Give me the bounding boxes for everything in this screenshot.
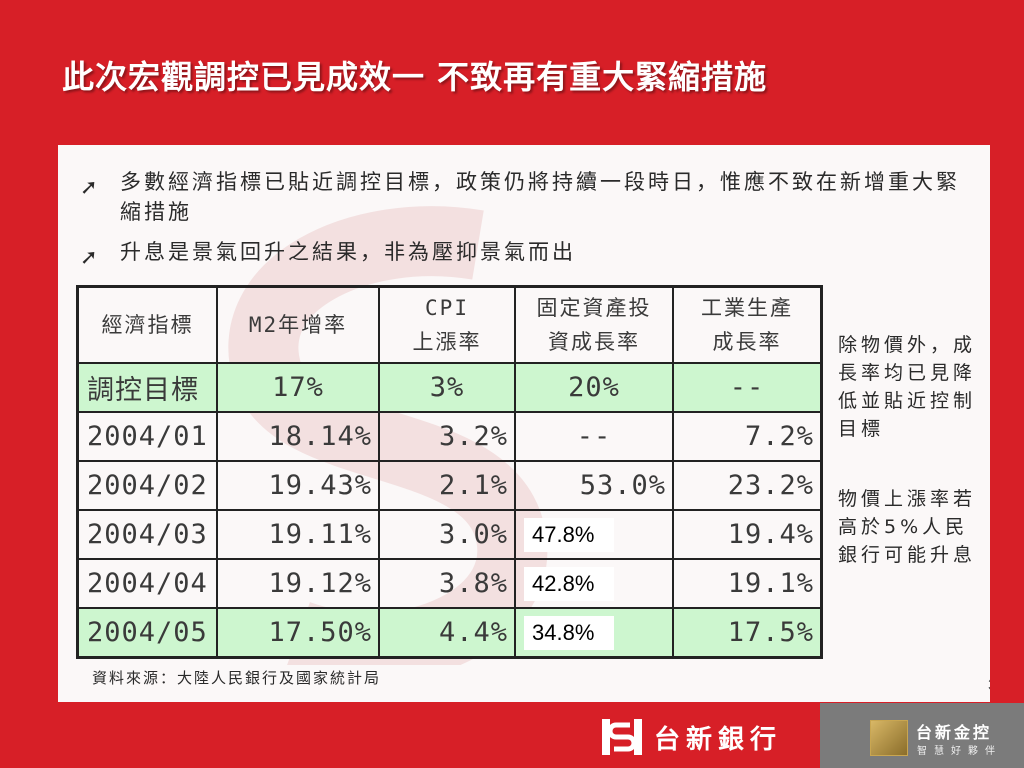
cell-m2: 19.43%: [216, 460, 380, 511]
table-row: 2004/05 17.50% 4.4% 34.8% 17.5%: [76, 607, 823, 659]
cell-fai: 20%: [514, 362, 674, 413]
cell-m2: 17.50%: [216, 607, 380, 659]
bullet-rate-hike: ➚ 升息是景氣回升之結果，非為壓抑景氣而出: [80, 237, 960, 269]
cell-m2: 19.12%: [216, 558, 380, 609]
cell-cpi: 4.4%: [378, 607, 516, 659]
cell-m2: 17%: [216, 362, 380, 413]
header-cpi: CPI 上漲率: [378, 285, 516, 364]
row-label: 2004/04: [76, 558, 218, 609]
holding-brand: 台新金控 智慧好夥伴: [820, 703, 1024, 768]
cell-fai: 34.8%: [514, 607, 674, 659]
row-label: 2004/01: [76, 411, 218, 462]
table-row: 2004/02 19.43% 2.1% 53.0% 23.2%: [76, 460, 823, 511]
footer-bar: 台新銀行 台新金控 智慧好夥伴: [0, 703, 1024, 768]
bank-brand: 台新銀行: [600, 717, 782, 757]
row-label: 調控目標: [76, 362, 218, 413]
row-label: 2004/05: [76, 607, 218, 659]
holding-name: 台新金控: [916, 723, 993, 742]
economic-indicators-table: 經濟指標 M2年增率 CPI 上漲率 固定資產投 資成長率 工業生產 成長率 調控目標…: [76, 285, 823, 659]
cell-fai: 47.8%: [514, 509, 674, 560]
header-fixed-asset: 固定資產投 資成長率: [514, 285, 674, 364]
cell-m2: 18.14%: [216, 411, 380, 462]
row-label: 2004/02: [76, 460, 218, 511]
holding-logo-icon: [870, 720, 908, 756]
cell-cpi: 3.0%: [378, 509, 516, 560]
table-row: 2004/01 18.14% 3.2% -- 7.2%: [76, 411, 823, 462]
cell-cpi: 3%: [378, 362, 516, 413]
header-industrial: 工業生產 成長率: [672, 285, 823, 364]
cell-ip: --: [672, 362, 823, 413]
table-row: 2004/03 19.11% 3.0% 47.8% 19.4%: [76, 509, 823, 560]
cell-ip: 7.2%: [672, 411, 823, 462]
cell-cpi: 3.2%: [378, 411, 516, 462]
cell-cpi: 2.1%: [378, 460, 516, 511]
bank-name: 台新銀行: [654, 724, 783, 755]
slide-content: ➚ 多數經濟指標已貼近調控目標，政策仍將持續一段時日，惟應不致在新增重大緊縮措施…: [58, 145, 990, 702]
cell-fai: --: [514, 411, 674, 462]
page-number: 35: [988, 677, 990, 695]
header-indicator: 經濟指標: [76, 285, 218, 364]
holding-tagline: 智慧好夥伴: [917, 746, 1002, 757]
row-label: 2004/03: [76, 509, 218, 560]
cell-ip: 19.4%: [672, 509, 823, 560]
header-m2: M2年增率: [216, 285, 380, 364]
arrow-icon: ➚: [80, 245, 101, 269]
cell-ip: 23.2%: [672, 460, 823, 511]
cell-m2: 19.11%: [216, 509, 380, 560]
taishin-logo-icon: [602, 719, 642, 755]
bullet-text: 升息是景氣回升之結果，非為壓抑景氣而出: [120, 240, 576, 264]
bullet-policy: ➚ 多數經濟指標已貼近調控目標，政策仍將持續一段時日，惟應不致在新增重大緊縮措施: [80, 167, 960, 227]
cell-fai: 53.0%: [514, 460, 674, 511]
cell-cpi: 3.8%: [378, 558, 516, 609]
side-note-growth: 除物價外，成長率均已見降低並貼近控制目標: [838, 334, 977, 440]
arrow-icon: ➚: [80, 175, 101, 199]
cell-ip: 17.5%: [672, 607, 823, 659]
data-source-note: 資料來源：大陸人民銀行及國家統計局: [92, 669, 382, 687]
table-header-row: 經濟指標 M2年增率 CPI 上漲率 固定資產投 資成長率 工業生產 成長率: [76, 285, 823, 364]
side-note-inflation: 物價上漲率若高於5%人民銀行可能升息: [838, 488, 977, 566]
table-row: 調控目標 17% 3% 20% --: [76, 362, 823, 413]
table-row: 2004/04 19.12% 3.8% 42.8% 19.1%: [76, 558, 823, 609]
slide-title: 此次宏觀調控已見成效一 不致再有重大緊縮措施: [62, 58, 768, 96]
cell-ip: 19.1%: [672, 558, 823, 609]
cell-fai: 42.8%: [514, 558, 674, 609]
bullet-text: 多數經濟指標已貼近調控目標，政策仍將持續一段時日，惟應不致在新增重大緊縮措施: [120, 170, 960, 224]
